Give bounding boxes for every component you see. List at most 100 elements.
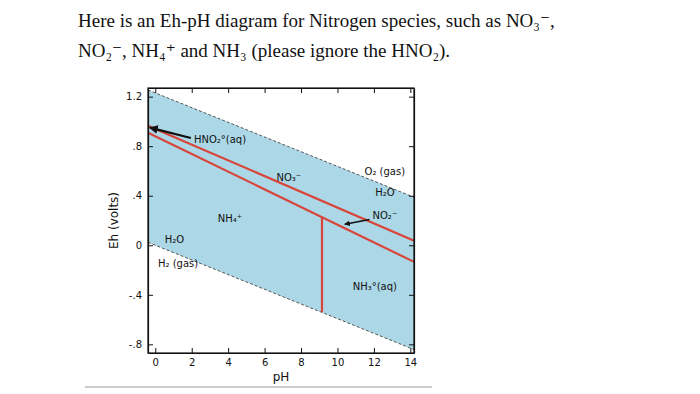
tick-mark bbox=[192, 88, 193, 93]
tick-mark bbox=[409, 146, 414, 147]
tick: .4 bbox=[132, 190, 153, 201]
axis-line bbox=[414, 89, 415, 354]
annotation-arrow bbox=[345, 220, 370, 225]
tick-mark bbox=[148, 196, 153, 197]
tick-label: -.4 bbox=[129, 289, 142, 300]
tick: 2 bbox=[189, 348, 195, 368]
tick-mark bbox=[374, 88, 375, 93]
annotation: HNO₂°(aq) bbox=[194, 134, 246, 145]
tick bbox=[337, 88, 338, 93]
annotation: NH₃°(aq) bbox=[353, 281, 397, 292]
tick-mark bbox=[409, 295, 414, 296]
tick bbox=[409, 295, 414, 296]
tick: 0 bbox=[153, 348, 159, 368]
tick-label: 1.2 bbox=[126, 91, 142, 102]
tick-mark bbox=[228, 88, 229, 93]
tick-label: 14 bbox=[404, 357, 417, 368]
tick-mark bbox=[148, 146, 153, 147]
tick bbox=[409, 245, 414, 246]
tick-label: 0 bbox=[153, 357, 159, 368]
annotation: NO₂⁻ bbox=[373, 210, 398, 221]
annotation: H₂ (gas) bbox=[158, 258, 198, 269]
tick-label: 10 bbox=[332, 357, 345, 368]
tick-mark bbox=[148, 295, 153, 296]
tick bbox=[409, 344, 414, 345]
tick-label: 8 bbox=[298, 357, 304, 368]
tick-mark bbox=[301, 348, 302, 353]
tick-mark bbox=[337, 88, 338, 93]
annotation: H₂O bbox=[375, 187, 395, 198]
tick bbox=[409, 97, 414, 98]
tick-mark bbox=[409, 245, 414, 246]
tick bbox=[228, 88, 229, 93]
tick bbox=[265, 88, 266, 93]
tick: 1.2 bbox=[126, 91, 153, 102]
plot-frame bbox=[148, 88, 414, 353]
boundary-line bbox=[148, 126, 414, 241]
axis-line bbox=[149, 353, 415, 354]
tick: 10 bbox=[332, 348, 345, 368]
y-axis-title: Eh (volts) bbox=[107, 192, 121, 249]
tick-mark bbox=[410, 348, 411, 353]
annotations: HNO₂°(aq) NO₃⁻ NH₄⁺ O₂ (gas) H₂O NO₂⁻ NH₃°(aq)… bbox=[150, 128, 405, 293]
annotation: O₂ (gas) bbox=[365, 166, 406, 177]
separator-rule bbox=[85, 387, 432, 388]
tick-label: .8 bbox=[132, 141, 142, 152]
tick: 14 bbox=[404, 348, 417, 368]
tick-label: 0 bbox=[136, 240, 142, 251]
title: NO₂⁻, NH₄⁺ and NH₃ (please ignore the HN… bbox=[78, 40, 450, 62]
tick: -.4 bbox=[129, 289, 153, 300]
tick: 0 bbox=[136, 240, 153, 251]
tick-label: -.8 bbox=[129, 339, 142, 350]
x-axis-top bbox=[149, 88, 415, 93]
tick bbox=[374, 88, 375, 93]
plot-area bbox=[148, 90, 414, 350]
tick-mark bbox=[409, 97, 414, 98]
tick: .8 bbox=[132, 141, 153, 152]
plot-background bbox=[148, 88, 414, 353]
tick: 4 bbox=[225, 348, 231, 368]
tick-mark bbox=[337, 348, 338, 353]
tick bbox=[301, 88, 302, 93]
axis-line bbox=[148, 89, 149, 354]
tick bbox=[409, 196, 414, 197]
tick-mark bbox=[155, 88, 156, 93]
tick-mark bbox=[228, 348, 229, 353]
tick-mark bbox=[265, 348, 266, 353]
y-axis: -.8 -.4 0 .4 .8 1.2 bbox=[126, 89, 153, 354]
x-axis-title: pH bbox=[273, 370, 290, 384]
tick-label: 12 bbox=[368, 357, 381, 368]
y-axis-right bbox=[409, 89, 415, 354]
tick: 8 bbox=[298, 348, 304, 368]
tick-mark bbox=[155, 348, 156, 353]
boundary-line bbox=[321, 217, 323, 312]
tick-label: .4 bbox=[132, 190, 142, 201]
tick bbox=[410, 88, 411, 93]
tick: -.8 bbox=[129, 339, 153, 350]
annotation-arrow bbox=[150, 128, 191, 138]
tick-label: 4 bbox=[225, 357, 231, 368]
x-axis: 0 2 4 6 8 10 12 14 bbox=[149, 348, 418, 368]
tick-mark bbox=[148, 97, 153, 98]
tick: 6 bbox=[262, 348, 268, 368]
boundary-line bbox=[148, 133, 414, 262]
tick-mark bbox=[148, 344, 153, 345]
tick-mark bbox=[410, 88, 411, 93]
tick-mark bbox=[409, 344, 414, 345]
stability-band bbox=[148, 90, 414, 350]
tick bbox=[192, 88, 193, 93]
tick-mark bbox=[265, 88, 266, 93]
tick: 12 bbox=[368, 348, 381, 368]
tick-mark bbox=[409, 196, 414, 197]
annotation: NH₄⁺ bbox=[218, 213, 242, 224]
tick-label: 6 bbox=[262, 357, 268, 368]
tick-label: 2 bbox=[189, 357, 195, 368]
tick bbox=[155, 88, 156, 93]
tick bbox=[409, 146, 414, 147]
tick-mark bbox=[192, 348, 193, 353]
tick-mark bbox=[148, 245, 153, 246]
tick-mark bbox=[301, 88, 302, 93]
title: Here is an Eh-pH diagram for Nitrogen sp… bbox=[78, 10, 555, 31]
annotation: NO₃⁻ bbox=[277, 172, 302, 183]
tick-mark bbox=[374, 348, 375, 353]
